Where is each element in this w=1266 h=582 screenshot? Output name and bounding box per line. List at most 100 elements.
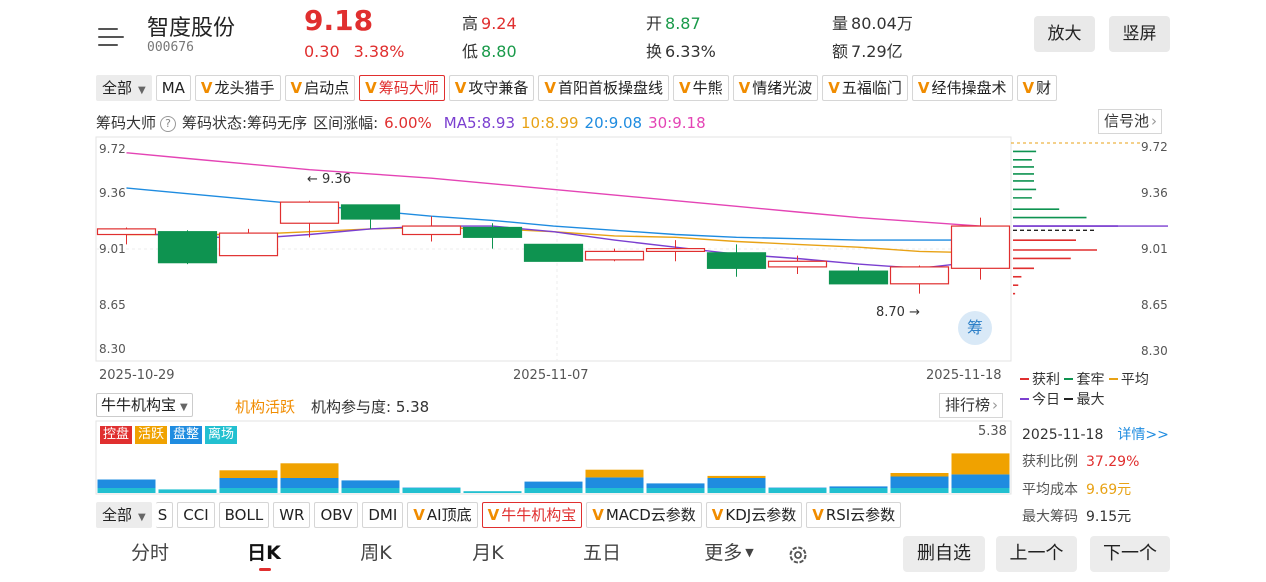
sub-tab[interactable]: V MACD云参数 (586, 502, 702, 528)
institution-bar-exit (890, 488, 949, 493)
v-icon: V (413, 506, 425, 524)
nav-five-day[interactable]: 五日 (582, 542, 621, 564)
remove-watchlist-button[interactable]: 删自选 (903, 536, 985, 572)
sub-tab[interactable]: V AI顶底 (407, 502, 478, 528)
chip-badge[interactable]: 筹 (958, 311, 992, 345)
zoom-button[interactable]: 放大 (1034, 16, 1095, 52)
nav-intraday[interactable]: 分时 (130, 542, 169, 564)
rank-button[interactable]: 排行榜 › (939, 393, 1004, 418)
tab-label: MACD云参数 (605, 506, 696, 524)
candle (340, 204, 401, 229)
indicator-tab[interactable]: V 经伟操盘术 (911, 75, 1013, 101)
sub-tab[interactable]: V KDJ云参数 (705, 502, 803, 528)
candle (401, 216, 462, 242)
nav-monthly-k[interactable]: 月K (472, 542, 504, 564)
profit-value: 37.29% (1086, 454, 1140, 470)
tab-label: 五福临门 (841, 79, 902, 97)
institution-bar-consolidate (341, 480, 400, 488)
indicator-tab-all[interactable]: 全部 ▼ (96, 75, 152, 101)
candle-body (950, 225, 1011, 269)
price-axis-label: 8.65 (99, 298, 126, 312)
candle (645, 240, 706, 262)
nav-more[interactable]: 更多 ▼ (694, 538, 764, 565)
candle-body (828, 270, 889, 285)
institution-bar-consolidate (524, 481, 583, 488)
caret-down-icon: ▼ (180, 402, 188, 413)
price-axis-label-right: 9.36 (1141, 186, 1168, 200)
ma20-value: 20:9.08 (584, 114, 643, 132)
tab-label: BOLL (224, 506, 264, 524)
indicator-tab[interactable]: V 攻守兼备 (448, 75, 535, 101)
date-axis-label: 2025-11-18 (926, 368, 1002, 383)
institution-bar-exit (158, 489, 217, 493)
legend-label: 最大 (1076, 392, 1105, 408)
price-axis-label-right: 9.72 (1141, 140, 1168, 154)
stock-code: 000676 (147, 40, 194, 55)
candle (828, 266, 889, 285)
legend-today: 今日 (1020, 392, 1060, 408)
institution-bar-active (280, 463, 339, 478)
sub-indicator-tab-row: 全部 ▼ S CCI BOLL WR OBV DMI V AI顶底 V 牛牛机构宝 V MACD云参数 V K… (96, 502, 1011, 528)
price-axis-label: 8.30 (99, 342, 126, 356)
sub-tab[interactable]: CCI (177, 502, 215, 528)
next-stock-button[interactable]: 下一个 (1090, 536, 1170, 572)
candle (279, 200, 340, 238)
prev-stock-button[interactable]: 上一个 (996, 536, 1077, 572)
candle-body (401, 225, 462, 236)
indicator-tab-active[interactable]: V 筹码大师 (359, 75, 445, 101)
institution-bar-exit (97, 488, 156, 493)
max-chip: 最大筹码 9.15元 (1022, 506, 1131, 526)
candle (462, 223, 523, 249)
indicator-tab[interactable]: V 五福临门 (822, 75, 908, 101)
institution-bar-active (890, 473, 949, 477)
institution-bar-active (951, 453, 1010, 475)
sub-tab[interactable]: BOLL (218, 502, 270, 528)
candle-body (96, 228, 157, 236)
indicator-tab[interactable]: V 情绪光波 (732, 75, 819, 101)
institution-bar-consolidate (707, 478, 766, 488)
v-icon: V (812, 506, 824, 524)
candle-body (889, 266, 950, 285)
portrait-button[interactable]: 竖屏 (1109, 16, 1170, 52)
sub-tab[interactable]: WR (273, 502, 311, 528)
candle-body (462, 226, 523, 238)
indicator-tab[interactable]: V 启动点 (284, 75, 356, 101)
tab-label: WR (279, 506, 305, 524)
institution-bar-consolidate (646, 483, 705, 488)
chevron-right-icon: › (992, 396, 999, 414)
sub-tab[interactable]: V RSI云参数 (806, 502, 902, 528)
sub-tab[interactable]: DMI (362, 502, 404, 528)
v-icon: V (828, 79, 840, 97)
gear-icon[interactable] (786, 543, 810, 567)
sub-tab[interactable]: S (155, 502, 174, 528)
institution-bar-exit (524, 488, 583, 493)
signal-pool-button[interactable]: 信号池 › (1098, 109, 1163, 134)
open-label: 开 (646, 14, 663, 33)
chip-status: 筹码状态:筹码无序 (182, 114, 308, 132)
indicator-tab[interactable]: V 龙头猎手 (194, 75, 281, 101)
nav-weekly-k[interactable]: 周K (360, 542, 392, 564)
price-axis-label-right: 8.30 (1141, 344, 1168, 358)
menu-icon[interactable] (98, 26, 124, 48)
help-icon[interactable]: ? (160, 116, 177, 132)
low-label: 低 (462, 42, 479, 61)
nav-daily-k[interactable]: 日K (234, 538, 294, 565)
indicator-tab[interactable]: V 牛熊 (673, 75, 729, 101)
indicator-tab-ma[interactable]: MA (155, 75, 191, 101)
sub-tab-all[interactable]: 全部 ▼ (96, 502, 152, 528)
institution-bar-consolidate (951, 474, 1010, 488)
candle-body (218, 232, 279, 257)
sub-tab[interactable]: OBV (314, 502, 359, 528)
institution-selector[interactable]: 牛牛机构宝 ▼ (96, 393, 193, 417)
low-stat: 低 8.80 (462, 38, 517, 62)
indicator-tab[interactable]: V 首阳首板操盘线 (538, 75, 670, 101)
range-gain: 区间涨幅: 6.00% (313, 114, 438, 132)
detail-link[interactable]: 详情>> (1117, 427, 1169, 443)
sub-tab-active[interactable]: V 牛牛机构宝 (481, 502, 583, 528)
institution-bar-active (585, 469, 644, 478)
v-icon: V (544, 79, 557, 97)
avg-label: 平均成本 (1022, 482, 1078, 498)
candle (157, 230, 218, 265)
